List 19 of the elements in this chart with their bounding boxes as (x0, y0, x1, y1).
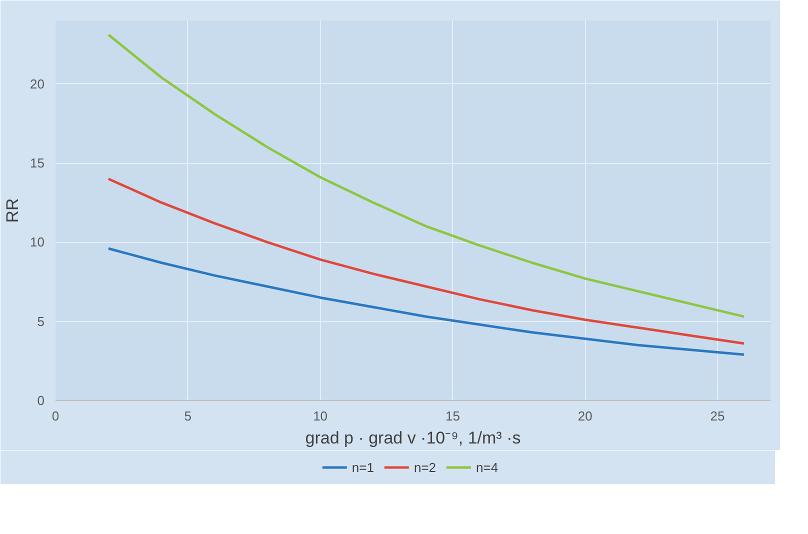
line-series (107, 178, 746, 345)
x-tick-label: 0 (52, 408, 60, 424)
legend-label: n=1 (352, 460, 374, 474)
x-tick-label: 15 (445, 408, 460, 424)
x-tick-label: 25 (710, 408, 725, 424)
y-axis-title: RR (3, 198, 22, 223)
x-axis-title: grad p · grad v ·10⁻⁹, 1/m³ ·s (305, 428, 521, 448)
y-tick-label: 5 (37, 314, 45, 329)
y-tick-label: 15 (30, 156, 45, 170)
y-tick-label: 10 (30, 234, 45, 250)
line-series (107, 34, 746, 318)
y-tick-label: 0 (37, 393, 45, 408)
line-series (107, 247, 746, 356)
legend-label: n=2 (414, 460, 436, 474)
x-tick-label: 10 (313, 408, 328, 424)
legend-label: n=4 (476, 460, 498, 474)
y-tick-label: 20 (30, 76, 45, 92)
x-tick-label: 5 (184, 408, 192, 424)
x-tick-label: 20 (578, 408, 592, 424)
